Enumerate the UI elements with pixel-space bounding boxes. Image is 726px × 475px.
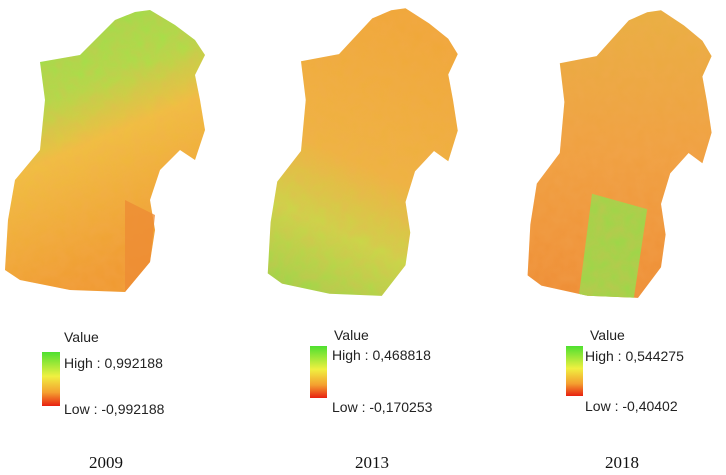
legend-low: Low : -0,170253 [332,399,433,415]
legend-2018: Value High : 0,544275 Low : -0,40402 [566,327,684,414]
year-label: 2018 [605,453,639,472]
legend-low: Low : -0,992188 [64,401,165,417]
legend-high: High : 0,544275 [585,348,684,364]
year-label: 2013 [355,453,389,472]
legend-ramp [42,352,60,406]
map-2009 [5,10,205,292]
legend-title: Value [334,327,369,343]
map-2018 [527,10,712,298]
map-2013 [267,8,458,296]
legend-2013: Value High : 0,468818 Low : -0,170253 [310,327,433,415]
legend-ramp [566,346,583,396]
legend-ramp [310,346,327,398]
legend-high: High : 0,468818 [332,347,431,363]
year-label: 2009 [89,453,123,472]
legend-high: High : 0,992188 [64,355,163,371]
legend-low: Low : -0,40402 [585,398,678,414]
legend-2009: Value High : 0,992188 Low : -0,992188 [42,329,165,417]
legend-title: Value [590,327,625,343]
legend-title: Value [64,329,99,345]
